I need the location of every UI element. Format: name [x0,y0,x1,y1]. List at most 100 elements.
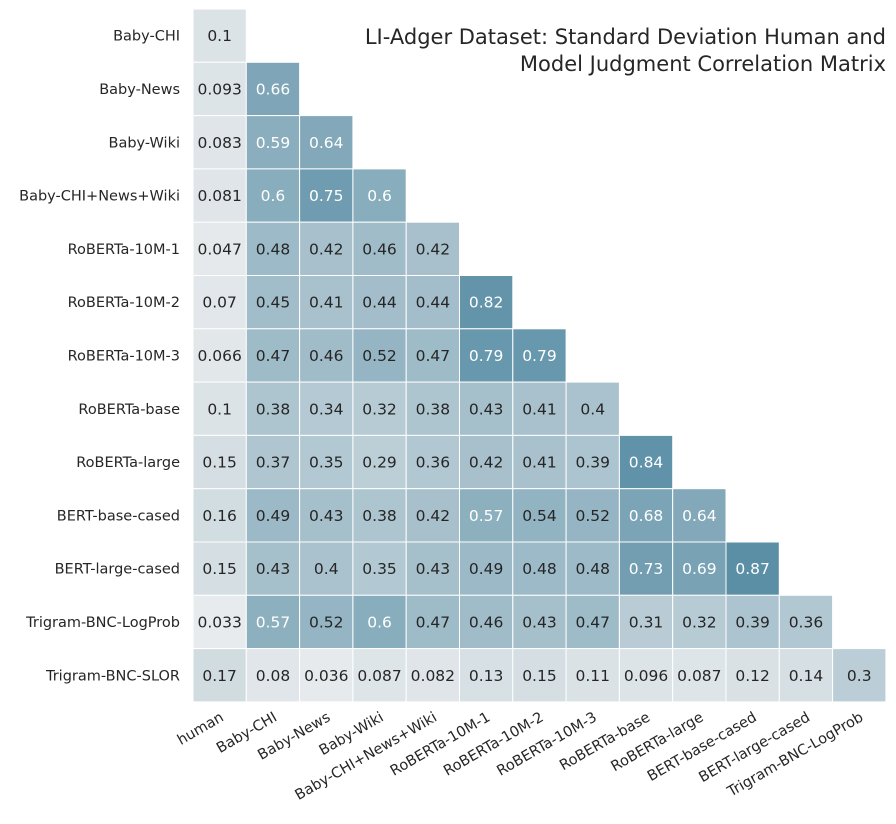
cell-value-label: 0.52 [309,613,344,631]
heatmap-cell [512,648,567,703]
heatmap-cell [618,648,674,703]
cell-value-label: 0.42 [309,240,344,258]
heatmap-cell [352,328,407,383]
cell-value-label: 0.73 [629,560,664,578]
cell-value-label: 0.38 [256,400,291,418]
row-label: Trigram-BNC-SLOR [45,668,180,684]
cell-value-label: 0.047 [197,240,241,258]
heatmap-cell [725,541,780,596]
cell-value-label: 0.46 [309,347,344,365]
cell-value-label: 0.39 [735,613,770,631]
heatmap-cell [245,328,301,383]
heatmap-cell [245,61,301,117]
cell-value-label: 0.87 [735,560,770,578]
heatmap-cell [725,648,780,703]
heatmap-cell [405,488,461,543]
cell-value-label: 0.4 [314,560,339,578]
cell-value-label: 0.13 [469,667,504,685]
cell-value-label: 0.15 [202,454,237,472]
cell-value-label: 0.35 [309,454,344,472]
cell-value-label: 0.84 [629,454,664,472]
cell-value-label: 0.79 [469,347,504,365]
cell-value-label: 0.57 [256,613,291,631]
heatmap-cell [725,594,780,650]
cell-value-label: 0.57 [469,507,504,525]
cell-value-label: 0.44 [362,294,397,312]
heatmap-cell [299,648,354,703]
cell-value-label: 0.41 [522,400,557,418]
cell-value-label: 0.6 [367,613,392,631]
cell-value-label: 0.48 [256,240,291,258]
heatmap-cell [245,488,301,543]
cell-value-label: 0.42 [416,507,451,525]
row-label: Baby-News [99,82,180,98]
heatmap-cell [512,594,567,650]
heatmap-cell [565,488,620,543]
heatmap-cells: 0.1 0.093 0.66 0.083 0.59 0.64 0.081 0.6 0.75 0.6… [192,8,887,703]
cell-value-label: 0.43 [309,507,344,525]
cell-value-label: 0.39 [575,454,610,472]
heatmap-cell [565,648,620,703]
cell-value-label: 0.79 [522,347,557,365]
heatmap-cell [352,488,407,543]
cell-value-label: 0.41 [309,294,344,312]
heatmap-cell [618,541,674,596]
cell-value-label: 0.6 [261,187,286,205]
cell-value-label: 0.41 [522,454,557,472]
heatmap-cell [192,488,247,543]
row-label: RoBERTa-10M-2 [68,295,180,311]
heatmap-cell [459,434,514,490]
cell-value-label: 0.087 [677,667,721,685]
cell-value-label: 0.69 [682,560,717,578]
row-label: Trigram-BNC-LogProb [25,615,180,631]
cell-value-label: 0.16 [202,507,237,525]
cell-value-label: 0.59 [256,134,291,152]
cell-value-label: 0.38 [416,400,451,418]
heatmap-cell [459,541,514,596]
cell-value-label: 0.46 [469,613,504,631]
cell-value-label: 0.52 [575,507,610,525]
cell-value-label: 0.11 [575,667,610,685]
cell-value-label: 0.096 [624,667,668,685]
row-label: RoBERTa-base [78,402,180,418]
cell-value-label: 0.15 [522,667,557,685]
heatmap-cell [672,488,727,543]
cell-value-label: 0.036 [304,667,348,685]
heatmap-cell [459,648,514,703]
cell-value-label: 0.43 [256,560,291,578]
heatmap-cell [512,328,567,383]
cell-value-label: 0.1 [207,400,232,418]
heatmap-cell [299,381,354,436]
heatmap-cell [245,221,301,276]
heatmap-cell [352,648,407,703]
cell-value-label: 0.081 [197,187,241,205]
cell-value-label: 0.64 [309,134,344,152]
cell-value-label: 0.07 [202,294,237,312]
heatmap-cell [245,168,301,223]
cell-value-label: 0.087 [357,667,401,685]
heatmap-cell [192,61,247,117]
cell-value-label: 0.14 [789,667,824,685]
cell-value-label: 0.08 [256,667,291,685]
heatmap-cell [672,594,727,650]
cell-value-label: 0.66 [256,80,291,98]
cell-value-label: 0.29 [362,454,397,472]
cell-value-label: 0.48 [575,560,610,578]
cell-value-label: 0.45 [256,294,291,312]
cell-value-label: 0.75 [309,187,344,205]
heatmap-cell [352,594,407,650]
cell-value-label: 0.35 [362,560,397,578]
heatmap-cell [565,594,620,650]
cell-value-label: 0.033 [197,613,241,631]
heatmap-cell [192,434,247,490]
row-label: RoBERTa-large [76,455,180,471]
heatmap-cell [299,488,354,543]
cell-value-label: 0.36 [789,613,824,631]
cell-value-label: 0.15 [202,560,237,578]
cell-value-label: 0.68 [629,507,664,525]
cell-value-label: 0.083 [197,134,241,152]
heatmap-cell [618,434,674,490]
chart-title-line-2: Model Judgment Correlation Matrix [520,52,886,76]
cell-value-label: 0.4 [580,400,605,418]
row-label: RoBERTa-10M-1 [68,242,180,258]
